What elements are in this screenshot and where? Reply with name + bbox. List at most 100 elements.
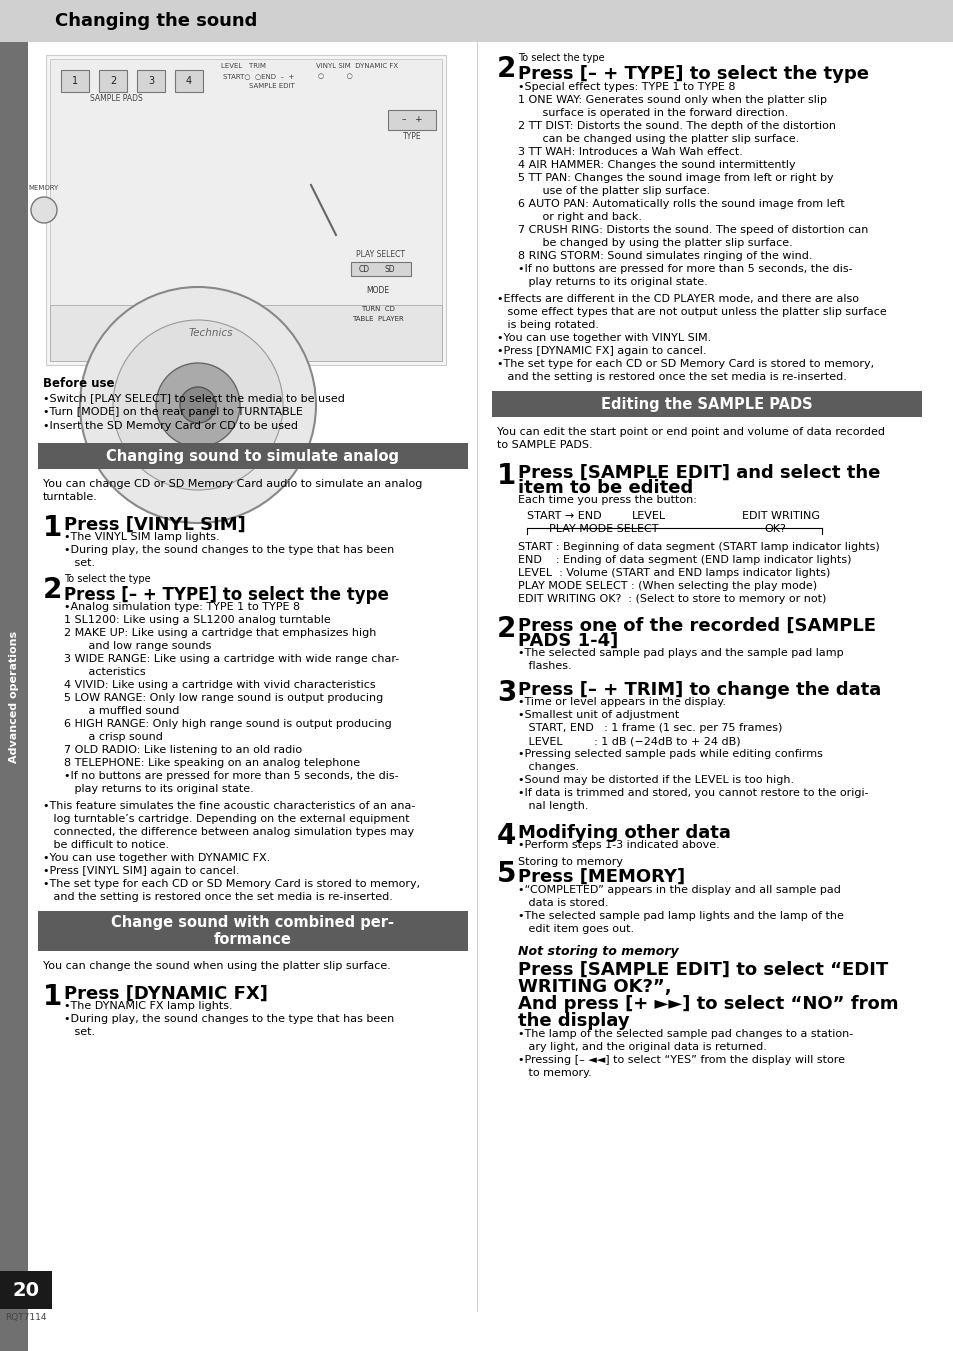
Text: LEVEL  : Volume (START and END lamps indicator lights): LEVEL : Volume (START and END lamps indi…	[517, 567, 829, 578]
Text: •If data is trimmed and stored, you cannot restore to the origi-: •If data is trimmed and stored, you cann…	[517, 788, 868, 798]
Text: 4: 4	[186, 76, 192, 86]
Bar	[46, 55, 446, 365]
Bar	[50, 305, 441, 361]
Text: MEMORY: MEMORY	[29, 185, 59, 190]
Text: a crisp sound: a crisp sound	[64, 732, 163, 742]
Text: 2: 2	[43, 576, 62, 604]
Text: 5: 5	[497, 861, 516, 888]
Text: •If no buttons are pressed for more than 5 seconds, the dis-: •If no buttons are pressed for more than…	[517, 263, 852, 274]
Text: •The VINYL SIM lamp lights.: •The VINYL SIM lamp lights.	[64, 532, 219, 542]
Bar	[0, 42, 28, 1351]
Text: TYPE: TYPE	[402, 132, 421, 141]
Text: •Press [DYNAMIC FX] again to cancel.: •Press [DYNAMIC FX] again to cancel.	[497, 346, 706, 357]
Text: play returns to its original state.: play returns to its original state.	[517, 277, 707, 286]
Bar	[137, 70, 165, 92]
Text: WRITING OK?”,: WRITING OK?”,	[517, 978, 671, 996]
Text: Press [VINYL SIM]: Press [VINYL SIM]	[64, 516, 246, 534]
Text: Press [– + TYPE] to select the type: Press [– + TYPE] to select the type	[517, 65, 868, 82]
Text: •Smallest unit of adjustment: •Smallest unit of adjustment	[517, 711, 679, 720]
Text: 5 LOW RANGE: Only low range sound is output producing: 5 LOW RANGE: Only low range sound is out…	[64, 693, 383, 703]
Text: Changing the sound: Changing the sound	[55, 12, 257, 30]
Text: nal length.: nal length.	[517, 801, 588, 811]
Text: 3 WIDE RANGE: Like using a cartridge with wide range char-: 3 WIDE RANGE: Like using a cartridge wit…	[64, 654, 399, 663]
Text: set.: set.	[64, 1027, 95, 1038]
Text: play returns to its original state.: play returns to its original state.	[64, 784, 253, 794]
Text: You can edit the start point or end point and volume of data recorded: You can edit the start point or end poin…	[497, 427, 884, 436]
Text: surface is operated in the forward direction.: surface is operated in the forward direc…	[517, 108, 787, 118]
Text: •This feature simulates the fine acoustic characteristics of an ana-: •This feature simulates the fine acousti…	[43, 801, 415, 811]
Text: •“COMPLETED” appears in the display and all sample pad: •“COMPLETED” appears in the display and …	[517, 885, 840, 894]
Text: 3: 3	[497, 680, 516, 707]
Text: To select the type: To select the type	[517, 53, 604, 63]
Text: SAMPLE EDIT: SAMPLE EDIT	[249, 82, 294, 89]
Text: •The lamp of the selected sample pad changes to a station-: •The lamp of the selected sample pad cha…	[517, 1029, 852, 1039]
Text: Technics: Technics	[189, 328, 233, 338]
Text: CD: CD	[358, 265, 370, 273]
Text: the display: the display	[517, 1012, 629, 1029]
Text: set.: set.	[64, 558, 95, 567]
Text: 1 ONE WAY: Generates sound only when the platter slip: 1 ONE WAY: Generates sound only when the…	[517, 95, 826, 105]
Text: END    : Ending of data segment (END lamp indicator lights): END : Ending of data segment (END lamp i…	[517, 555, 851, 565]
Bar	[38, 443, 468, 469]
Text: •The selected sample pad plays and the sample pad lamp: •The selected sample pad plays and the s…	[517, 648, 842, 658]
Text: 2 MAKE UP: Like using a cartridge that emphasizes high: 2 MAKE UP: Like using a cartridge that e…	[64, 628, 376, 638]
Text: •You can use together with VINYL SIM.: •You can use together with VINYL SIM.	[497, 332, 711, 343]
Text: •Effects are different in the CD PLAYER mode, and there are also: •Effects are different in the CD PLAYER …	[497, 295, 858, 304]
Text: •The DYNAMIC FX lamp lights.: •The DYNAMIC FX lamp lights.	[64, 1001, 233, 1011]
Text: LEVEL: LEVEL	[631, 511, 665, 521]
Text: SAMPLE PADS: SAMPLE PADS	[90, 95, 142, 103]
Text: ○          ○: ○ ○	[317, 73, 353, 78]
Text: 4 AIR HAMMER: Changes the sound intermittently: 4 AIR HAMMER: Changes the sound intermit…	[517, 159, 795, 170]
Bar	[492, 390, 921, 417]
Text: •Turn [MODE] on the rear panel to TURNTABLE: •Turn [MODE] on the rear panel to TURNTA…	[43, 407, 302, 417]
Circle shape	[180, 386, 215, 423]
Circle shape	[112, 320, 283, 490]
Text: be difficult to notice.: be difficult to notice.	[43, 840, 169, 850]
Text: Not storing to memory: Not storing to memory	[517, 944, 678, 958]
Text: 1: 1	[43, 513, 62, 542]
Text: log turntable’s cartridge. Depending on the external equipment: log turntable’s cartridge. Depending on …	[43, 815, 409, 824]
Text: and low range sounds: and low range sounds	[64, 640, 212, 651]
Text: Modifying other data: Modifying other data	[517, 824, 730, 842]
Bar	[50, 59, 441, 361]
Text: 2: 2	[497, 615, 516, 643]
Text: Press [SAMPLE EDIT] and select the: Press [SAMPLE EDIT] and select the	[517, 463, 880, 482]
Circle shape	[30, 197, 57, 223]
Text: EDIT WRITING: EDIT WRITING	[741, 511, 820, 521]
Text: 4: 4	[497, 821, 516, 850]
Text: 20: 20	[12, 1281, 39, 1300]
Text: Before use: Before use	[43, 377, 114, 390]
Text: Press [MEMORY]: Press [MEMORY]	[517, 867, 684, 886]
Text: •Switch [PLAY SELECT] to select the media to be used: •Switch [PLAY SELECT] to select the medi…	[43, 393, 345, 403]
Text: SD: SD	[385, 265, 395, 273]
Text: Press [– + TRIM] to change the data: Press [– + TRIM] to change the data	[517, 681, 881, 698]
Text: PLAY MODE SELECT : (When selecting the play mode): PLAY MODE SELECT : (When selecting the p…	[517, 581, 817, 590]
Bar	[0, 1271, 52, 1309]
Text: to memory.: to memory.	[517, 1069, 591, 1078]
Text: •The set type for each CD or SD Memory Card is stored to memory,: •The set type for each CD or SD Memory C…	[497, 359, 873, 369]
Text: be changed by using the platter slip surface.: be changed by using the platter slip sur…	[517, 238, 792, 249]
Text: or right and back.: or right and back.	[517, 212, 641, 222]
Text: Press one of the recorded [SAMPLE: Press one of the recorded [SAMPLE	[517, 617, 875, 635]
Text: and the setting is restored once the set media is re-inserted.: and the setting is restored once the set…	[43, 892, 393, 902]
Text: LEVEL         : 1 dB (−24dB to + 24 dB): LEVEL : 1 dB (−24dB to + 24 dB)	[517, 736, 740, 746]
Text: 6 AUTO PAN: Automatically rolls the sound image from left: 6 AUTO PAN: Automatically rolls the soun…	[517, 199, 843, 209]
Text: •Perform steps 1-3 indicated above.: •Perform steps 1-3 indicated above.	[517, 840, 719, 850]
Text: 4 VIVID: Like using a cartridge with vivid characteristics: 4 VIVID: Like using a cartridge with viv…	[64, 680, 375, 690]
Text: START → END: START → END	[526, 511, 601, 521]
Text: 2: 2	[497, 55, 516, 82]
Text: •Insert the SD Memory Card or CD to be used: •Insert the SD Memory Card or CD to be u…	[43, 422, 297, 431]
Text: Press [DYNAMIC FX]: Press [DYNAMIC FX]	[64, 985, 268, 1002]
Text: 2 TT DIST: Distorts the sound. The depth of the distortion: 2 TT DIST: Distorts the sound. The depth…	[517, 122, 835, 131]
Text: data is stored.: data is stored.	[517, 898, 608, 908]
Text: acteristics: acteristics	[64, 667, 146, 677]
Text: •Analog simulation type: TYPE 1 to TYPE 8: •Analog simulation type: TYPE 1 to TYPE …	[64, 603, 300, 612]
Text: •The set type for each CD or SD Memory Card is stored to memory,: •The set type for each CD or SD Memory C…	[43, 880, 419, 889]
Text: 7 CRUSH RING: Distorts the sound. The speed of distortion can: 7 CRUSH RING: Distorts the sound. The sp…	[517, 226, 867, 235]
Text: •During play, the sound changes to the type that has been: •During play, the sound changes to the t…	[64, 1015, 394, 1024]
Text: Changing sound to simulate analog: Changing sound to simulate analog	[107, 449, 399, 463]
Text: flashes.: flashes.	[517, 661, 571, 671]
Text: 1 SL1200: Like using a SL1200 analog turntable: 1 SL1200: Like using a SL1200 analog tur…	[64, 615, 331, 626]
Text: connected, the difference between analog simulation types may: connected, the difference between analog…	[43, 827, 414, 838]
Text: can be changed using the platter slip surface.: can be changed using the platter slip su…	[517, 134, 799, 145]
